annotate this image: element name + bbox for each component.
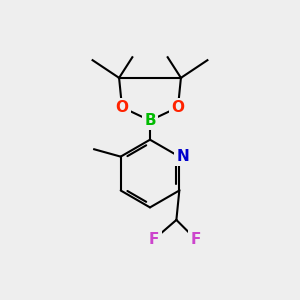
Text: O: O: [116, 100, 128, 115]
Text: N: N: [176, 149, 189, 164]
Text: F: F: [190, 232, 201, 247]
Text: B: B: [144, 113, 156, 128]
Text: O: O: [172, 100, 184, 115]
Text: F: F: [149, 232, 160, 247]
